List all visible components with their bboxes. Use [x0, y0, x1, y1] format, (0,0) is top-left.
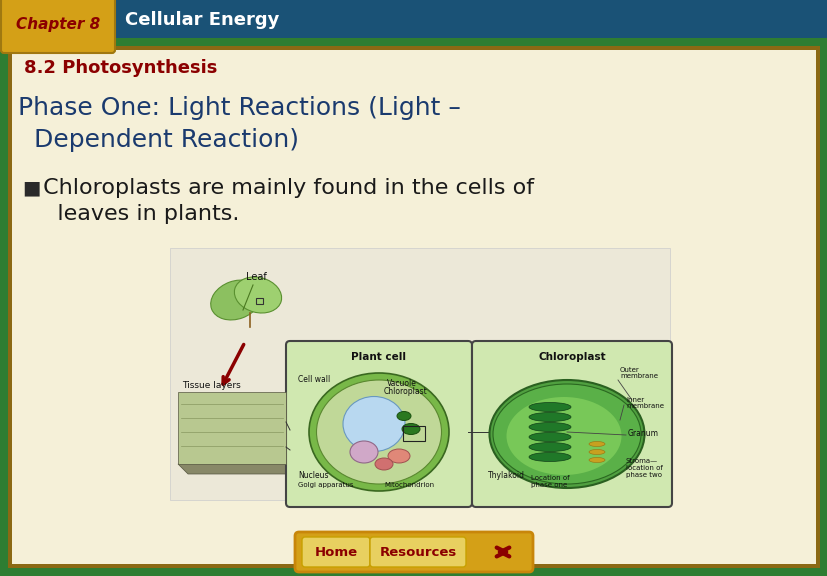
Ellipse shape	[316, 380, 441, 484]
Ellipse shape	[588, 441, 605, 446]
Text: Granum: Granum	[627, 429, 658, 438]
Text: Tissue layers: Tissue layers	[182, 381, 241, 391]
Text: Nucleus: Nucleus	[298, 471, 328, 479]
Ellipse shape	[506, 397, 621, 475]
FancyBboxPatch shape	[370, 537, 466, 567]
Ellipse shape	[489, 380, 643, 488]
Ellipse shape	[402, 423, 419, 434]
Bar	[170, 248, 669, 500]
Ellipse shape	[528, 403, 571, 411]
Text: Vacuole: Vacuole	[386, 378, 416, 388]
Text: Home: Home	[314, 545, 357, 559]
Ellipse shape	[528, 442, 571, 452]
Text: Dependent Reaction): Dependent Reaction)	[18, 128, 299, 152]
Ellipse shape	[234, 277, 281, 313]
FancyBboxPatch shape	[302, 537, 370, 567]
Ellipse shape	[528, 433, 571, 441]
Ellipse shape	[528, 453, 571, 461]
Text: 8.2 Photosynthesis: 8.2 Photosynthesis	[24, 59, 218, 77]
Text: ■: ■	[22, 179, 41, 198]
Bar	[403, 426, 424, 441]
Text: Location of
phase one: Location of phase one	[530, 475, 569, 487]
Bar	[178, 392, 285, 464]
Text: Phase One: Light Reactions (Light –: Phase One: Light Reactions (Light –	[18, 96, 461, 120]
Text: Cellular Energy: Cellular Energy	[125, 11, 279, 29]
Ellipse shape	[210, 280, 261, 320]
Text: Outer
membrane: Outer membrane	[619, 366, 657, 380]
Bar	[0, 0, 827, 38]
Text: Cell wall: Cell wall	[298, 376, 330, 385]
Ellipse shape	[588, 449, 605, 454]
Bar	[12, 50, 815, 564]
Ellipse shape	[308, 373, 448, 491]
Text: Chloroplast: Chloroplast	[384, 388, 428, 396]
Text: leaves in plants.: leaves in plants.	[36, 204, 239, 224]
Ellipse shape	[528, 412, 571, 422]
Text: Chapter 8: Chapter 8	[16, 17, 100, 32]
Text: Plant cell: Plant cell	[351, 352, 406, 362]
Ellipse shape	[342, 396, 404, 452]
Ellipse shape	[588, 457, 605, 463]
FancyBboxPatch shape	[471, 341, 672, 507]
Text: Resources: Resources	[379, 545, 456, 559]
Polygon shape	[178, 464, 295, 474]
Text: Chloroplasts are mainly found in the cells of: Chloroplasts are mainly found in the cel…	[36, 178, 533, 198]
Text: Thylakoid: Thylakoid	[487, 471, 524, 479]
Text: Stroma—
location of
phase two: Stroma— location of phase two	[625, 458, 662, 478]
Text: Golgi apparatus: Golgi apparatus	[298, 482, 353, 488]
Text: Leaf: Leaf	[246, 272, 266, 282]
Ellipse shape	[492, 384, 640, 484]
FancyBboxPatch shape	[285, 341, 471, 507]
Text: Inner
membrane: Inner membrane	[625, 396, 663, 410]
Bar	[256, 298, 263, 304]
Ellipse shape	[396, 411, 410, 420]
Ellipse shape	[528, 423, 571, 431]
Ellipse shape	[375, 458, 393, 470]
Polygon shape	[285, 392, 295, 474]
FancyBboxPatch shape	[1, 0, 115, 53]
Text: Mitochondrion: Mitochondrion	[384, 482, 433, 488]
Text: Chloroplast: Chloroplast	[538, 352, 605, 362]
FancyBboxPatch shape	[294, 532, 533, 572]
Ellipse shape	[350, 441, 378, 463]
Ellipse shape	[388, 449, 409, 463]
